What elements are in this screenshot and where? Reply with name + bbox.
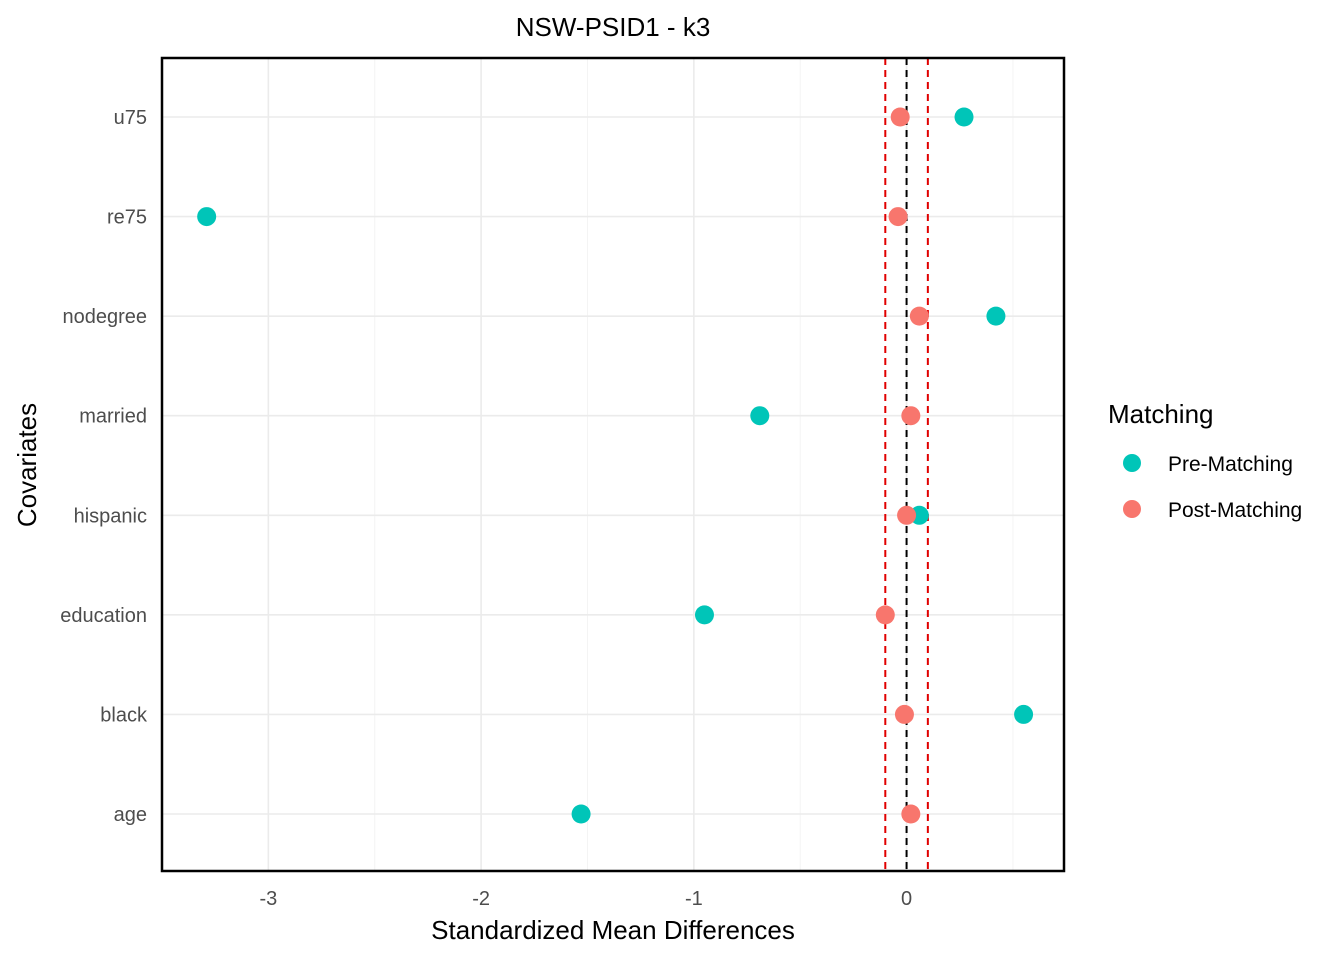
point-post-matching-nodegree [909, 306, 929, 326]
y-tick-labels: age black education hispanic married nodegree… [60, 107, 148, 826]
x-tick-labels: -3 -2 -1 0 [259, 888, 912, 910]
y-tick-label: hispanic [74, 505, 147, 527]
legend-label-post-matching: Post-Matching [1168, 499, 1302, 522]
y-tick-label: u75 [114, 107, 147, 129]
point-post-matching-re75 [888, 207, 908, 227]
data-points [197, 107, 1034, 824]
point-pre-matching-education [694, 605, 714, 625]
legend: Matching Pre-Matching Post-Matching [1108, 399, 1302, 522]
y-tick-label: black [100, 704, 148, 726]
y-tick-label: education [60, 605, 147, 627]
point-post-matching-age [901, 804, 921, 824]
point-post-matching-u75 [890, 107, 910, 127]
chart-title: NSW-PSID1 - k3 [516, 12, 711, 42]
point-post-matching-married [901, 406, 921, 426]
panel-border [160, 56, 1066, 873]
x-tick-label: 0 [901, 888, 912, 910]
x-tick-label: -2 [472, 888, 490, 910]
x-tick-label: -3 [259, 888, 277, 910]
point-pre-matching-age [571, 804, 591, 824]
point-post-matching-black [894, 704, 914, 724]
legend-label-pre-matching: Pre-Matching [1168, 453, 1293, 476]
point-pre-matching-re75 [197, 207, 217, 227]
y-axis-title: Covariates [12, 403, 42, 527]
point-pre-matching-nodegree [986, 306, 1006, 326]
x-tick-label: -1 [685, 888, 703, 910]
x-axis-title: Standardized Mean Differences [431, 915, 795, 945]
point-pre-matching-married [750, 406, 770, 426]
y-tick-label: re75 [107, 207, 147, 229]
point-pre-matching-u75 [954, 107, 974, 127]
point-post-matching-hispanic [897, 505, 917, 525]
point-pre-matching-black [1014, 704, 1034, 724]
y-tick-label: nodegree [62, 306, 147, 328]
reference-lines [884, 58, 929, 871]
y-tick-label: age [114, 804, 147, 826]
legend-swatch-post-matching [1123, 500, 1141, 518]
point-post-matching-education [875, 605, 895, 625]
legend-title: Matching [1108, 399, 1214, 429]
legend-swatch-pre-matching [1123, 454, 1141, 472]
y-tick-label: married [79, 406, 147, 428]
